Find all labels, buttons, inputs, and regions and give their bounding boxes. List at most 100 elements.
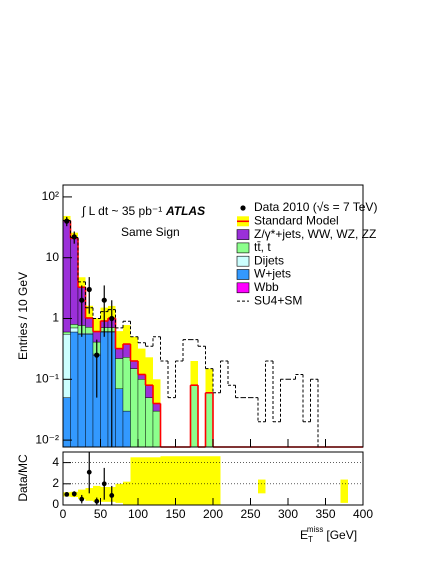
ratio-band — [213, 456, 221, 505]
ratio-band — [138, 457, 146, 505]
data-point — [64, 218, 70, 224]
stack-bar — [70, 327, 79, 333]
legend-label: W+jets — [254, 267, 291, 281]
ratio-band — [198, 456, 206, 505]
ratio-band — [175, 456, 183, 505]
x-tick-label: 0 — [60, 507, 67, 521]
stack-bar — [137, 379, 146, 448]
stack-bar — [85, 326, 94, 334]
data-point — [101, 297, 107, 303]
x-tick-label: 100 — [128, 507, 148, 521]
stack-bar — [62, 334, 71, 398]
ratio-band — [145, 457, 153, 505]
ratio-band — [78, 489, 86, 500]
x-tick-label: 50 — [94, 507, 108, 521]
x-tick-label: 150 — [165, 507, 185, 521]
y-tick-label: 10² — [42, 189, 59, 203]
legend-marker — [236, 269, 250, 280]
stack-bar — [115, 348, 124, 359]
legend-label: Z/γ*+jets, WW, WZ, ZZ — [254, 227, 376, 241]
data-point — [71, 234, 77, 240]
ratio-band — [85, 488, 93, 501]
stack-bar — [77, 334, 86, 448]
stack-bar — [145, 384, 154, 398]
legend-label: Dijets — [254, 253, 284, 267]
stack-bar — [62, 331, 71, 335]
stack-bar — [122, 357, 131, 412]
lumi-label: ∫ L dt ~ 35 pb⁻¹ — [81, 204, 162, 218]
ratio-panel: 0 2 4 0 50 100 150 200 250 300 350 400 — [52, 451, 373, 521]
ratio-point — [94, 498, 100, 504]
ratio-band — [130, 457, 138, 505]
region-label: Same Sign — [121, 225, 180, 239]
legend-label: Wbb — [254, 280, 279, 294]
stack-bar — [62, 397, 71, 448]
ratio-band — [205, 456, 213, 505]
ratio-point — [64, 492, 70, 497]
legend-marker — [236, 229, 250, 240]
ratio-y-tick-label: 4 — [52, 455, 59, 469]
ratio-y-label: Data/MC — [16, 454, 30, 502]
stack-bar — [70, 324, 79, 329]
stack-bar — [100, 331, 109, 448]
legend-marker — [240, 205, 246, 211]
atlas-label: ATLAS — [165, 204, 205, 218]
y-axis-label: Entries / 10 GeV — [16, 272, 30, 360]
ratio-point — [71, 491, 77, 497]
ratio-point — [109, 493, 115, 498]
y-tick-label: 10⁻² — [35, 432, 59, 446]
y-tick-label: 10⁻¹ — [35, 371, 59, 385]
main-panel: 10⁻² 10⁻¹ 1 10 10² Data 2010 (√s = 7 TeV)Stan… — [35, 184, 377, 448]
ratio-band — [168, 456, 176, 505]
stack-bar — [205, 392, 214, 448]
stack-bar — [70, 331, 79, 448]
ratio-band — [115, 483, 123, 503]
legend-label: tt̄, t — [254, 240, 271, 254]
legend-marker — [236, 242, 250, 254]
ratio-point — [86, 469, 92, 475]
data-point — [94, 352, 100, 358]
x-tick-label: 400 — [353, 507, 373, 521]
data-point — [109, 315, 115, 322]
x-tick-label: 250 — [240, 507, 260, 521]
x-tick-label: 350 — [315, 507, 335, 521]
ratio-y-tick-label: 2 — [52, 476, 59, 490]
stack-bar — [190, 384, 199, 448]
x-tick-label: 200 — [203, 507, 223, 521]
stack-bar — [130, 368, 139, 448]
ratio-y-tick-label: 0 — [52, 497, 59, 511]
ratio-point — [79, 496, 85, 502]
stack-bar — [122, 410, 131, 448]
stack-bar — [115, 358, 124, 389]
ratio-band — [160, 456, 168, 505]
stack-bar — [152, 403, 161, 412]
y-tick-label: 10 — [46, 250, 60, 264]
stack-bar — [115, 388, 124, 448]
stack-bar — [152, 410, 161, 448]
ratio-band — [93, 485, 101, 502]
y-tick-label: 1 — [52, 311, 59, 325]
legend-label: Standard Model — [254, 213, 339, 227]
legend-label: SU4+SM — [254, 293, 302, 307]
data-point — [79, 297, 85, 303]
x-axis-label: ETmiss [GeV] — [300, 525, 357, 544]
ratio-point — [101, 481, 107, 487]
x-tick-label: 300 — [278, 507, 298, 521]
stack-bar — [62, 220, 71, 333]
stack-bar — [122, 343, 131, 358]
ratio-band — [183, 456, 191, 505]
ratio-band — [190, 456, 198, 505]
ratio-band — [340, 479, 348, 503]
legend-label: Data 2010 (√s = 7 TeV) — [254, 200, 377, 214]
ratio-band — [153, 457, 161, 505]
stack-bar — [145, 397, 154, 448]
legend-marker — [236, 282, 250, 294]
stack-bar — [70, 238, 79, 325]
stack-bar — [130, 360, 139, 369]
ratio-band — [258, 479, 266, 494]
stack-bar — [85, 334, 94, 448]
stack-bar — [85, 317, 94, 328]
ratio-band — [123, 481, 131, 505]
